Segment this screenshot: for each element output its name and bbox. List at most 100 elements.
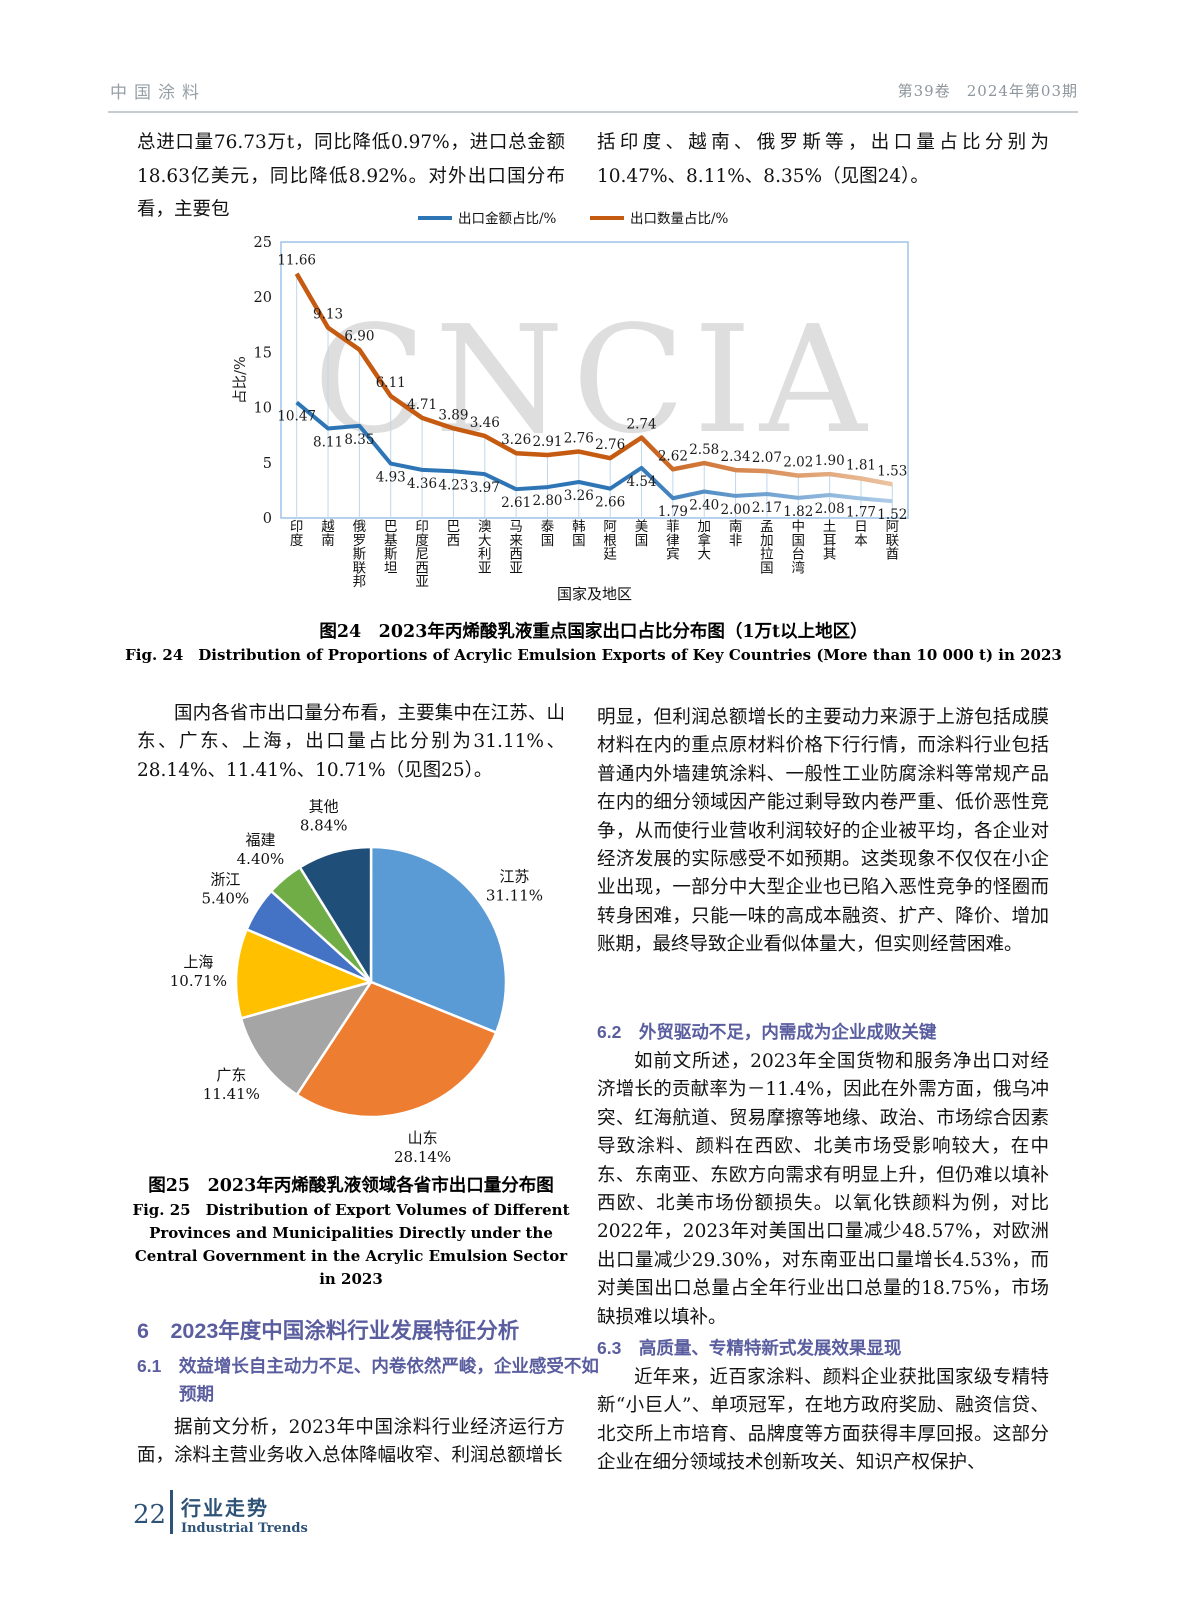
x-category-label: 印度尼西亚: [415, 519, 429, 590]
legend-quantity-label: 出口数量占比/%: [630, 211, 729, 227]
footer-divider: [170, 1490, 173, 1534]
y-tick-label: 20: [254, 290, 272, 306]
x-category-label: 美国: [635, 519, 649, 549]
footer-section-zh: 行业走势: [181, 1498, 269, 1520]
quantity-data-label: 2.58: [689, 442, 719, 458]
pie-label-山东: 山东 28.14%: [394, 1129, 451, 1166]
pie-slice-上海: [234, 928, 373, 1020]
quantity-data-label: 3.46: [470, 415, 500, 431]
x-category-label: 阿联酋: [886, 519, 900, 563]
intro-paragraph-left: 总进口量76.73万t，同比降低0.97%，进口总金额18.63亿美元，同比降低…: [137, 132, 565, 220]
quantity-data-label: 6.11: [376, 375, 406, 391]
y-tick-label: 15: [254, 345, 272, 361]
header-rule: [108, 111, 1078, 113]
quantity-data-label: 1.90: [815, 453, 845, 469]
y-tick-label: 25: [254, 235, 272, 251]
x-category-label: 澳大利亚: [478, 519, 492, 576]
right-paragraph-trade: 如前文所述，2023年全国货物和服务净出口对经济增长的贡献率为－11.4%，因此…: [597, 1051, 1049, 1328]
x-category-label: 孟加拉国: [760, 519, 774, 576]
quantity-data-label: 11.66: [277, 253, 316, 269]
x-category-label: 俄罗斯联邦: [353, 519, 367, 590]
value-data-label: 1.77: [846, 504, 876, 520]
intro-paragraph-right: 括印度、越南、俄罗斯等，出口量占比分别为10.47%、8.11%、8.35%（见…: [597, 132, 1049, 187]
quantity-data-label: 2.02: [783, 455, 813, 471]
quantity-data-label: 2.91: [532, 434, 562, 450]
page-number: 22: [133, 1500, 167, 1530]
value-data-label: 4.36: [407, 476, 437, 492]
pie-label-浙江: 浙江 5.40%: [202, 871, 250, 908]
section-6-2-heading: 6.2 外贸驱动不足，内需成为企业成败关键: [597, 1022, 937, 1042]
x-category-label: 越南: [321, 519, 335, 549]
value-data-label: 3.26: [564, 488, 594, 504]
x-axis-title: 国家及地区: [557, 585, 632, 603]
x-category-label: 南非: [729, 519, 743, 549]
quantity-data-label: 3.89: [438, 407, 468, 423]
quantity-data-label: 3.26: [501, 432, 531, 448]
pie-slice-山东: [295, 980, 498, 1119]
value-data-label: 2.80: [532, 493, 562, 509]
value-data-label: 2.00: [721, 502, 751, 518]
quantity-data-label: 9.13: [313, 307, 343, 323]
x-category-label: 菲律宾: [666, 519, 680, 563]
fig25-caption-zh: 图25 2023年丙烯酸乳液领域各省市出口量分布图: [148, 1176, 554, 1196]
fig24-caption-zh: 图24 2023年丙烯酸乳液重点国家出口占比分布图（1万t以上地区）: [319, 622, 868, 642]
value-data-label: 10.47: [277, 408, 316, 424]
pie-label-其他: 其他 8.84%: [300, 798, 348, 835]
pie-label-江苏: 江苏 31.11%: [486, 867, 543, 904]
section-6-heading: 6 2023年度中国涂料行业发展特征分析: [137, 1319, 520, 1343]
pie-label-福建: 福建 4.40%: [237, 831, 285, 868]
y-tick-label: 5: [263, 456, 272, 472]
x-category-label: 土耳其: [823, 519, 837, 563]
left-paragraph-analysis: 据前文分析，2023年中国涂料行业经济运行方面，涂料主营业务收入总体降幅收窄、利…: [137, 1417, 565, 1467]
value-data-label: 4.93: [376, 470, 406, 486]
y-tick-label: 0: [263, 511, 272, 527]
value-data-label: 2.40: [689, 498, 719, 514]
issue-info: 第39卷 2024年第03期: [897, 82, 1078, 100]
series-export-value-line: [295, 400, 893, 504]
footer-section-en: Industrial Trends: [181, 1521, 308, 1536]
quantity-data-label: 2.62: [658, 448, 688, 464]
x-category-label: 马来西亚: [509, 519, 523, 576]
pie-slice-江苏: [369, 845, 508, 1034]
series-export-quantity-line: [294, 272, 893, 487]
y-tick-label: 10: [254, 401, 272, 417]
value-data-label: 2.61: [501, 495, 531, 511]
cncia-watermark: CNCIA: [313, 294, 874, 466]
x-category-label: 印度: [290, 519, 304, 549]
quantity-data-label: 4.71: [407, 397, 437, 413]
value-data-label: 1.82: [783, 504, 813, 520]
fig24-caption-en: Fig. 24 Distribution of Proportions of A…: [125, 646, 1062, 664]
fig24-line-chart: CNCIA 0 5 10 15 20 25 占比/% 11.66 9.136.90 6.114.71…: [232, 211, 909, 603]
quantity-data-label: 2.74: [626, 417, 656, 433]
value-data-label: 8.11: [313, 434, 343, 450]
journal-title: 中国涂料: [110, 83, 206, 103]
value-data-label: 2.08: [815, 501, 845, 517]
quantity-data-label: 1.81: [846, 457, 876, 473]
value-data-label: 4.54: [626, 474, 656, 490]
pie-slice-其他: [298, 845, 373, 984]
quantity-data-label: 2.76: [564, 431, 594, 447]
value-data-label: 3.97: [470, 480, 500, 496]
value-data-label: 1.52: [877, 507, 907, 523]
quantity-data-label: 6.90: [344, 329, 374, 345]
value-data-label: 4.23: [438, 477, 468, 493]
value-data-label: 8.35: [344, 432, 374, 448]
x-category-label: 日本: [854, 519, 868, 549]
x-category-label: 阿根廷: [603, 519, 617, 563]
plot-border: [280, 241, 909, 519]
quantity-data-label: 1.53: [877, 463, 907, 479]
right-paragraph-profit: 明显，但利润总额增长的主要动力来源于上游包括成膜材料在内的重点原材料价格下行行情…: [597, 707, 1049, 956]
right-paragraph-champions: 近年来，近百家涂料、颜料企业获批国家级专精特新“小巨人”、单项冠军，在地方政府奖…: [597, 1367, 1049, 1474]
y-axis-title: 占比/%: [232, 356, 249, 404]
x-category-label: 中国台湾: [792, 519, 806, 576]
pie-label-上海: 上海 10.71%: [170, 953, 227, 990]
section-6-3-heading: 6.3 高质量、专精特新式发展效果显现: [597, 1338, 902, 1358]
quantity-data-label: 2.76: [595, 437, 625, 453]
x-category-label: 巴西: [447, 519, 461, 549]
fig25-pie-chart: 江苏 31.11% 山东 28.14% 广东 11.41% 上海 10.71% 浙江 5.40%福…: [170, 798, 543, 1167]
fig25-caption-en: Fig. 25 Distribution of Export Volumes o…: [132, 1201, 570, 1288]
value-data-label: 2.17: [752, 500, 782, 516]
value-data-label: 2.66: [595, 495, 625, 511]
legend-value-label: 出口金额占比/%: [458, 211, 557, 227]
